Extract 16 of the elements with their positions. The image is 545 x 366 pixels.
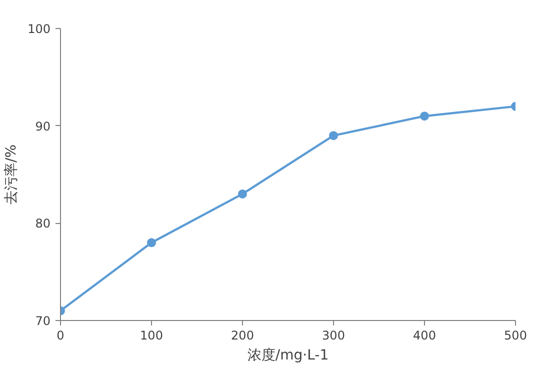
point [329, 131, 338, 140]
y-axis-title: 去污率/% [4, 144, 20, 205]
x-axis-title: 浓度/mg·L-1 [247, 348, 329, 364]
y-tick-label: 70 [35, 314, 51, 328]
point [238, 189, 247, 198]
y-tick-label: 90 [35, 119, 51, 134]
y-tick-label: 80 [35, 216, 51, 231]
point [420, 112, 429, 121]
y-tick-label: 100 [28, 22, 50, 36]
x-tick-label: 0 [56, 328, 64, 342]
x-tick-label: 400 [413, 328, 436, 342]
x-tick-label: 100 [140, 328, 163, 342]
x-tick-label: 500 [504, 328, 527, 342]
x-tick-label: 300 [322, 328, 345, 342]
point [147, 238, 156, 248]
x-tick-label: 200 [231, 328, 254, 342]
